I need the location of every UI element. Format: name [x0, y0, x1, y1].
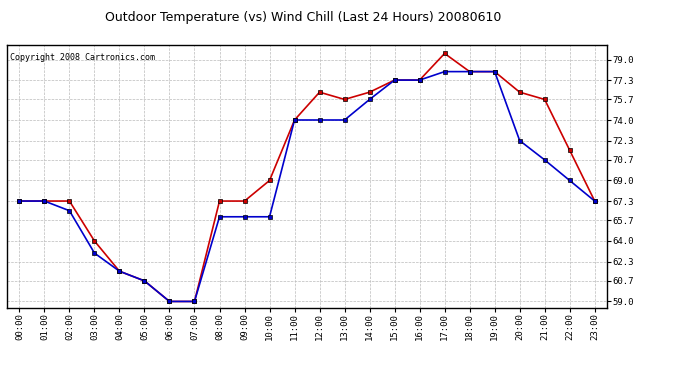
Text: Copyright 2008 Cartronics.com: Copyright 2008 Cartronics.com: [10, 53, 155, 62]
Text: Outdoor Temperature (vs) Wind Chill (Last 24 Hours) 20080610: Outdoor Temperature (vs) Wind Chill (Las…: [106, 11, 502, 24]
